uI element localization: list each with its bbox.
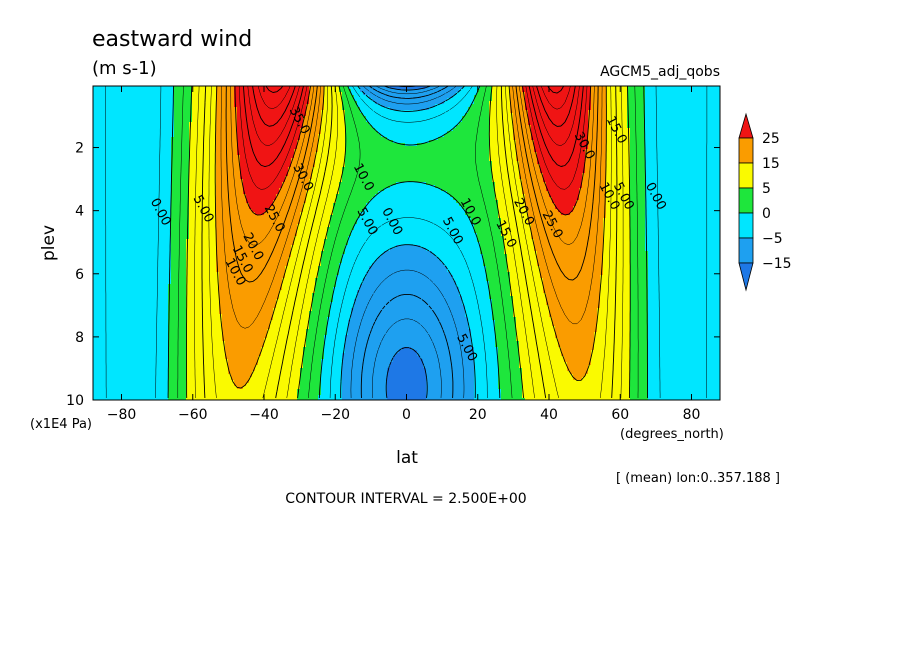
x-axis-label: lat: [396, 448, 418, 468]
colorbar-label: −15: [762, 256, 792, 272]
colorbar-label: 0: [762, 206, 771, 222]
y-tick-label: 8: [75, 330, 84, 346]
colorbar-label: 15: [762, 156, 780, 172]
x-tick-label: 0: [402, 407, 411, 423]
colorbar-swatch: [738, 212, 754, 239]
y-axis: 2 4 6 8 10: [66, 141, 720, 409]
contour-interval: CONTOUR INTERVAL = 2.500E+00: [285, 491, 526, 507]
y-axis-label: plev: [39, 225, 59, 261]
y-axis-unit: (x1E4 Pa): [30, 417, 92, 432]
mean-note: [ (mean) lon:0..357.188 ]: [616, 471, 780, 486]
x-tick-label: −80: [107, 407, 137, 423]
y-tick-label: 4: [75, 204, 84, 220]
chart-title: eastward wind: [92, 27, 252, 52]
contour-lines: [105, 86, 708, 399]
dataset-label: AGCM5_adj_qobs: [600, 64, 720, 80]
x-tick-label: 40: [540, 407, 558, 423]
colorbar-label: 25: [762, 131, 780, 147]
x-tick-label: −20: [320, 407, 350, 423]
colorbar-swatch: [738, 237, 754, 264]
x-axis-unit: (degrees_north): [620, 427, 724, 442]
x-tick-label: −40: [249, 407, 279, 423]
x-tick-label: 20: [469, 407, 487, 423]
y-tick-label: 10: [66, 393, 84, 409]
colorbar-cap-bottom: [738, 262, 754, 292]
colorbar-label: 5: [762, 181, 771, 197]
colorbar-swatch: [738, 187, 754, 214]
x-tick-label: −60: [178, 407, 208, 423]
x-tick-label: 60: [611, 407, 629, 423]
colorbar: 25 15 5 0 −5 −15: [738, 112, 792, 292]
colorbar-swatch: [738, 137, 754, 164]
y-tick-label: 6: [75, 267, 84, 283]
y-tick-label: 2: [75, 141, 84, 157]
x-axis: −80 −60 −40 −20 0 20 40 60 80: [107, 86, 701, 423]
contour-plot: 0.00 5.0010.015.020.025.030.035.010.05.00…: [92, 85, 721, 401]
x-tick-label: 80: [683, 407, 701, 423]
colorbar-cap-top: [738, 112, 754, 139]
colorbar-label: −5: [762, 231, 783, 247]
colorbar-swatch: [738, 162, 754, 189]
chart-units: (m s-1): [92, 58, 157, 79]
